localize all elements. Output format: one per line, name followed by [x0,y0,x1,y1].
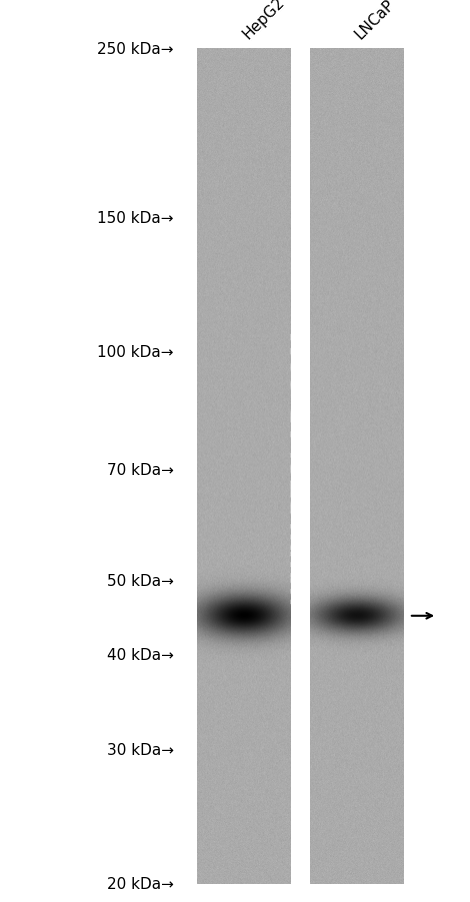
Text: LNCaP: LNCaP [352,0,398,42]
Text: 150 kDa→: 150 kDa→ [97,211,174,226]
Text: 20 kDa→: 20 kDa→ [107,877,174,891]
Text: 50 kDa→: 50 kDa→ [107,574,174,589]
Text: 40 kDa→: 40 kDa→ [107,648,174,662]
Text: 70 kDa→: 70 kDa→ [107,463,174,478]
Text: HepG2: HepG2 [240,0,287,42]
Text: 30 kDa→: 30 kDa→ [107,742,174,758]
Text: WWW.PTGLAB.COM: WWW.PTGLAB.COM [289,330,313,603]
Text: 250 kDa→: 250 kDa→ [97,42,174,57]
Text: 100 kDa→: 100 kDa→ [97,345,174,360]
